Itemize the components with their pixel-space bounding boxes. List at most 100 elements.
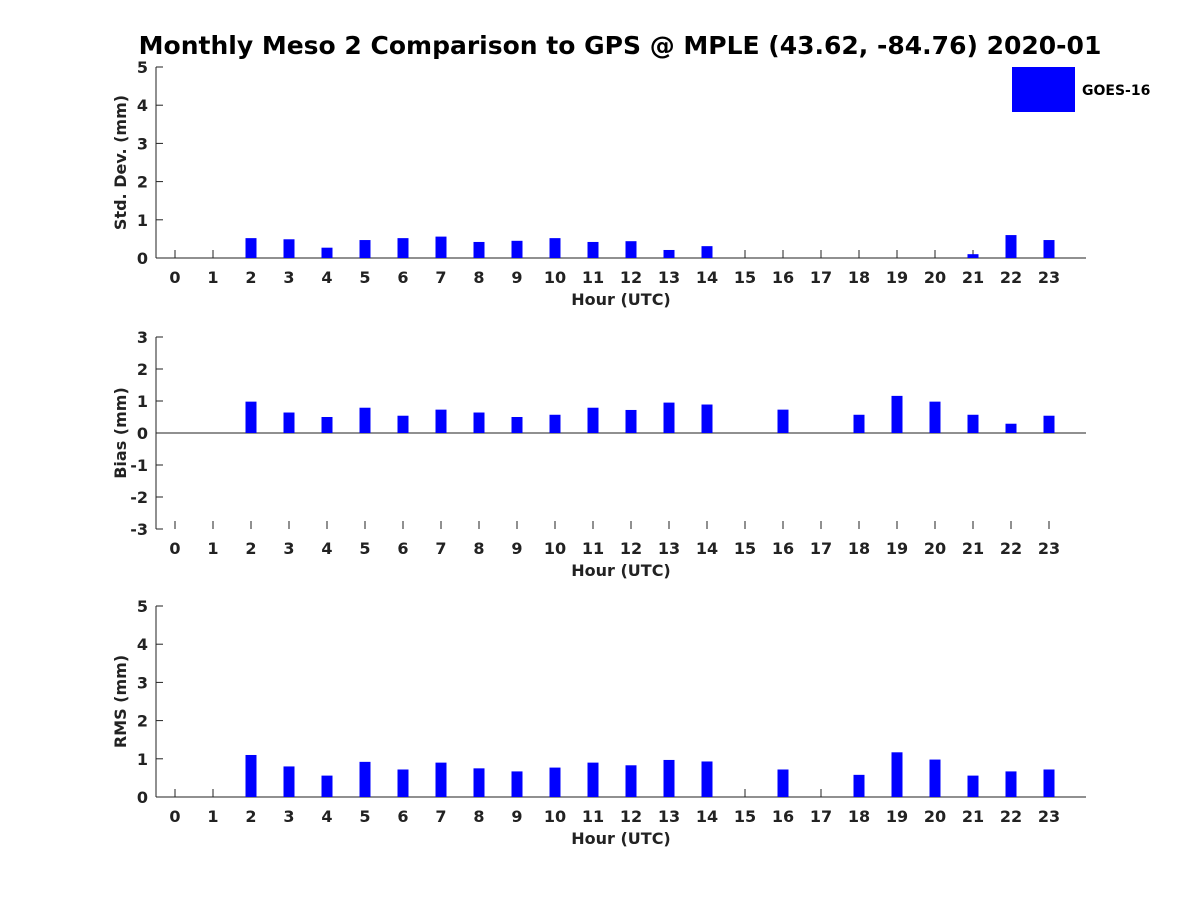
x-tick-label: 15 — [734, 807, 756, 826]
bar — [587, 407, 599, 433]
y-tick-label: 0 — [137, 249, 148, 268]
bar — [701, 404, 713, 433]
x-tick-label: 9 — [511, 807, 522, 826]
x-tick-label: 12 — [620, 268, 642, 287]
bar — [587, 762, 599, 797]
x-tick-label: 6 — [397, 268, 408, 287]
x-tick-label: 15 — [734, 539, 756, 558]
bar — [473, 412, 485, 433]
bar — [967, 414, 979, 433]
y-tick-label: -1 — [130, 456, 148, 475]
x-tick-label: 18 — [848, 807, 870, 826]
x-tick-label: 21 — [962, 807, 984, 826]
y-tick-label: 5 — [137, 597, 148, 616]
x-tick-label: 22 — [1000, 807, 1022, 826]
bar — [1043, 240, 1055, 258]
bar — [663, 249, 675, 258]
bar — [245, 238, 257, 258]
bar — [511, 771, 523, 797]
bar — [1005, 235, 1017, 258]
x-tick-label: 8 — [473, 268, 484, 287]
x-tick-label: 6 — [397, 539, 408, 558]
x-tick-label: 0 — [169, 807, 180, 826]
y-tick-label: -2 — [130, 488, 148, 507]
bar — [929, 759, 941, 797]
x-tick-label: 3 — [283, 539, 294, 558]
x-tick-label: 9 — [511, 539, 522, 558]
bar — [587, 241, 599, 258]
x-tick-label: 20 — [924, 807, 946, 826]
x-tick-label: 2 — [245, 807, 256, 826]
x-axis-label: Hour (UTC) — [571, 561, 671, 580]
bar — [473, 241, 485, 258]
x-tick-label: 3 — [283, 807, 294, 826]
x-tick-label: 19 — [886, 268, 908, 287]
x-tick-label: 22 — [1000, 539, 1022, 558]
bar — [473, 768, 485, 797]
x-tick-label: 0 — [169, 268, 180, 287]
bar — [435, 236, 447, 258]
bar — [625, 765, 637, 797]
bar — [549, 238, 561, 258]
bar — [283, 412, 295, 433]
x-tick-label: 9 — [511, 268, 522, 287]
x-tick-label: 1 — [207, 539, 218, 558]
bar — [511, 240, 523, 258]
bar — [283, 239, 295, 258]
legend-label: GOES-16 — [1082, 83, 1150, 99]
bar — [435, 409, 447, 433]
y-tick-label: 2 — [137, 360, 148, 379]
y-tick-label: -3 — [130, 520, 148, 539]
x-tick-label: 7 — [435, 807, 446, 826]
bar — [321, 247, 333, 258]
y-tick-label: 3 — [137, 673, 148, 692]
y-tick-label: 1 — [137, 211, 148, 230]
bar — [245, 401, 257, 433]
y-tick-label: 3 — [137, 328, 148, 347]
x-tick-label: 12 — [620, 539, 642, 558]
y-tick-label: 3 — [137, 134, 148, 153]
x-tick-label: 4 — [321, 268, 332, 287]
y-axis-label: Bias (mm) — [111, 387, 130, 479]
bar — [1005, 771, 1017, 797]
x-tick-label: 13 — [658, 268, 680, 287]
x-tick-label: 7 — [435, 539, 446, 558]
x-tick-label: 2 — [245, 268, 256, 287]
x-tick-label: 8 — [473, 539, 484, 558]
y-tick-label: 1 — [137, 750, 148, 769]
x-tick-label: 0 — [169, 539, 180, 558]
bar — [625, 409, 637, 433]
x-tick-label: 8 — [473, 807, 484, 826]
x-tick-label: 14 — [696, 807, 718, 826]
x-tick-label: 11 — [582, 807, 604, 826]
bar — [891, 752, 903, 797]
x-tick-label: 23 — [1038, 807, 1060, 826]
bar — [1043, 415, 1055, 433]
legend-swatch — [1012, 67, 1075, 112]
bar — [777, 769, 789, 797]
x-tick-label: 20 — [924, 268, 946, 287]
x-tick-label: 11 — [582, 268, 604, 287]
x-tick-label: 11 — [582, 539, 604, 558]
x-tick-label: 15 — [734, 268, 756, 287]
bar — [397, 415, 409, 433]
x-tick-label: 10 — [544, 268, 566, 287]
bar — [929, 401, 941, 433]
x-tick-label: 16 — [772, 807, 794, 826]
bar — [701, 246, 713, 258]
x-tick-label: 17 — [810, 539, 832, 558]
bar — [967, 775, 979, 797]
bar — [397, 238, 409, 258]
bar — [435, 762, 447, 797]
y-tick-label: 4 — [137, 635, 148, 654]
x-tick-label: 19 — [886, 539, 908, 558]
bar — [853, 414, 865, 433]
x-tick-label: 14 — [696, 268, 718, 287]
x-tick-label: 1 — [207, 268, 218, 287]
y-tick-label: 2 — [137, 173, 148, 192]
bar — [891, 395, 903, 433]
bar — [777, 409, 789, 433]
